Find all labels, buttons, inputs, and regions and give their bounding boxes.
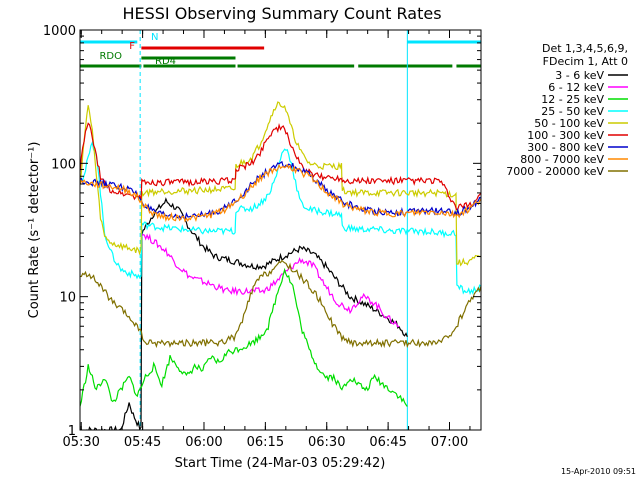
legend-label: 7000 - 20000 keV: [506, 165, 604, 178]
x-tick-label: 06:30: [308, 435, 345, 450]
series-line-1: [141, 233, 400, 328]
legend-label: 300 - 800 keV: [527, 141, 604, 154]
series-line-3: [80, 140, 481, 296]
legend-label: 6 - 12 keV: [548, 81, 604, 94]
series-line-8: [80, 259, 481, 349]
y-tick-label: 10: [59, 291, 76, 306]
flag-label-n: N: [151, 32, 158, 43]
x-axis-label: Start Time (24-Mar-03 05:29:42): [175, 456, 386, 471]
y-tick-label: 1000: [43, 24, 76, 39]
legend-label: 3 - 6 keV: [555, 69, 604, 82]
flag-label-rd4: RD4: [155, 56, 176, 67]
y-tick-label: 100: [51, 157, 76, 172]
footer-timestamp: 15-Apr-2010 09:51: [561, 467, 636, 476]
series-line-0: [80, 197, 408, 430]
y-tick-label: 1: [68, 424, 76, 439]
x-tick-label: 05:30: [62, 435, 99, 450]
legend-label: 100 - 300 keV: [527, 129, 604, 142]
legend: Det 1,3,4,5,6,9, FDecim 1, Att 0 3 - 6 k…: [506, 42, 628, 178]
legend-header-line-1: Det 1,3,4,5,6,9,: [542, 42, 628, 55]
series-line-4: [80, 101, 481, 267]
x-tick-label: 07:00: [431, 435, 468, 450]
legend-header-line-2: FDecim 1, Att 0: [543, 55, 628, 68]
legend-label: 50 - 100 keV: [534, 117, 604, 130]
legend-label: 12 - 25 keV: [541, 93, 604, 106]
series-line-5: [80, 122, 481, 211]
series-line-7: [80, 163, 481, 223]
plot-frame: [79, 29, 482, 431]
legend-label: 800 - 7000 keV: [520, 153, 604, 166]
series-line-2: [80, 267, 408, 407]
flag-label-rdo: RDO: [99, 51, 122, 62]
x-tick-label: 06:00: [185, 435, 222, 450]
x-tick-label: 05:45: [124, 435, 161, 450]
legend-label: 25 - 50 keV: [541, 105, 604, 118]
axis-ticks: 05:30 05:45 06:00 06:15 06:30 06:45 07:00 1 10 10…: [43, 24, 481, 450]
x-tick-label: 06:45: [369, 435, 406, 450]
series-line-6: [80, 160, 481, 222]
chart-title: HESSI Observing Summary Count Rates: [122, 4, 441, 23]
flag-label-f: F: [129, 41, 135, 52]
data-series: [80, 101, 481, 430]
x-tick-label: 06:15: [247, 435, 284, 450]
y-axis-label: Count Rate (s⁻¹ detector⁻¹): [27, 142, 42, 319]
